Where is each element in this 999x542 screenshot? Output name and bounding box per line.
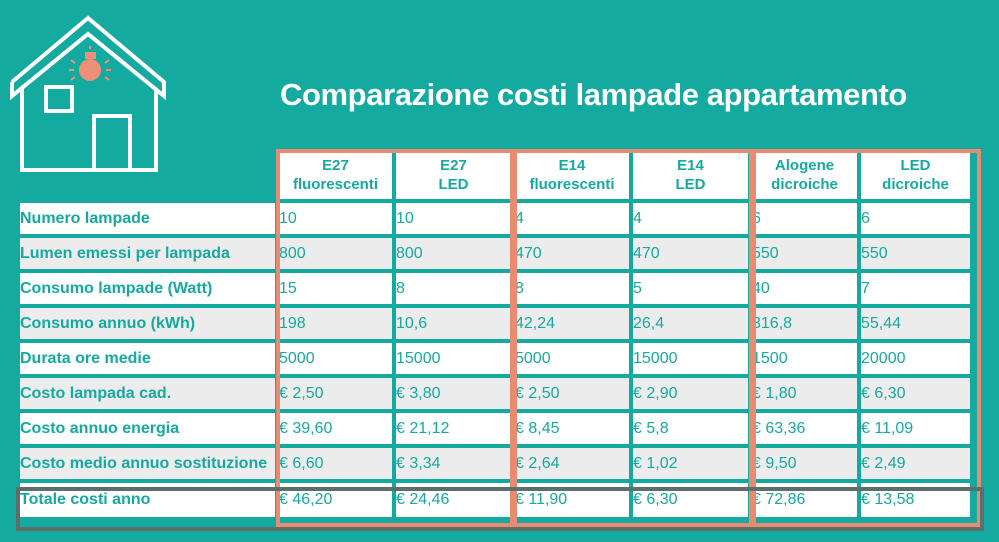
total-cell: € 46,20 bbox=[279, 483, 392, 517]
row-label: Consumo lampade (Watt) bbox=[20, 273, 275, 304]
total-label: Totale costi anno bbox=[20, 483, 275, 517]
table-cell: 800 bbox=[396, 238, 511, 269]
lightbulb-icon bbox=[69, 46, 111, 81]
table-cell: 26,4 bbox=[633, 308, 748, 339]
table-row: Costo medio annuo sostituzione € 6,60 € … bbox=[20, 448, 970, 479]
column-header-e27-led: E27 LED bbox=[396, 151, 511, 199]
table-cell: 7 bbox=[861, 273, 970, 304]
table-cell: 6 bbox=[861, 203, 970, 234]
table-cell: € 39,60 bbox=[279, 413, 392, 444]
total-cell: € 24,46 bbox=[396, 483, 511, 517]
table-cell: 15000 bbox=[396, 343, 511, 374]
row-label: Consumo annuo (kWh) bbox=[20, 308, 275, 339]
total-cell: € 72,86 bbox=[752, 483, 857, 517]
page-title: Comparazione costi lampade appartamento bbox=[280, 77, 907, 112]
table-cell: 6 bbox=[752, 203, 857, 234]
table-cell: 800 bbox=[279, 238, 392, 269]
row-label: Costo lampada cad. bbox=[20, 378, 275, 409]
table-cell: 550 bbox=[861, 238, 970, 269]
table-cell: 198 bbox=[279, 308, 392, 339]
comparison-table: E27 fluorescenti E27 LED E14 fluorescenti E… bbox=[16, 147, 974, 521]
table-cell: € 2,90 bbox=[633, 378, 748, 409]
table-row: Numero lampade 10 10 4 4 6 6 bbox=[20, 203, 970, 234]
table-cell: 10,6 bbox=[396, 308, 511, 339]
table-cell: € 6,30 bbox=[861, 378, 970, 409]
empty-corner bbox=[20, 151, 275, 199]
column-header-e14-fluorescenti: E14 fluorescenti bbox=[515, 151, 629, 199]
column-header-alogene-dicroiche: Alogene dicroiche bbox=[752, 151, 857, 199]
table-cell: € 2,49 bbox=[861, 448, 970, 479]
table-row: Consumo lampade (Watt) 15 8 8 5 40 7 bbox=[20, 273, 970, 304]
table-cell: 1500 bbox=[752, 343, 857, 374]
table-cell: 10 bbox=[396, 203, 511, 234]
table-cell: € 5,8 bbox=[633, 413, 748, 444]
column-header-led-dicroiche: LED dicroiche bbox=[861, 151, 970, 199]
table-cell: € 3,34 bbox=[396, 448, 511, 479]
table-cell: 470 bbox=[515, 238, 629, 269]
row-label: Costo annuo energia bbox=[20, 413, 275, 444]
table-row: Consumo annuo (kWh) 198 10,6 42,24 26,4 … bbox=[20, 308, 970, 339]
table-row: Durata ore medie 5000 15000 5000 15000 1… bbox=[20, 343, 970, 374]
table-cell: 42,24 bbox=[515, 308, 629, 339]
total-row: Totale costi anno € 46,20 € 24,46 € 11,9… bbox=[20, 483, 970, 517]
table-row: Lumen emessi per lampada 800 800 470 470… bbox=[20, 238, 970, 269]
total-cell: € 6,30 bbox=[633, 483, 748, 517]
column-header-e27-fluorescenti: E27 fluorescenti bbox=[279, 151, 392, 199]
table-cell: 55,44 bbox=[861, 308, 970, 339]
row-label: Lumen emessi per lampada bbox=[20, 238, 275, 269]
table-cell: 8 bbox=[396, 273, 511, 304]
table-cell: 15 bbox=[279, 273, 392, 304]
table-cell: € 2,64 bbox=[515, 448, 629, 479]
table-cell: 5000 bbox=[515, 343, 629, 374]
table-cell: € 9,50 bbox=[752, 448, 857, 479]
table-cell: € 6,60 bbox=[279, 448, 392, 479]
table-cell: 316,8 bbox=[752, 308, 857, 339]
house-with-lightbulb-icon bbox=[10, 15, 166, 172]
table-cell: € 1,80 bbox=[752, 378, 857, 409]
table-cell: 550 bbox=[752, 238, 857, 269]
table-cell: 15000 bbox=[633, 343, 748, 374]
table-cell: € 2,50 bbox=[279, 378, 392, 409]
column-header-row: E27 fluorescenti E27 LED E14 fluorescenti E… bbox=[20, 151, 970, 199]
table-cell: 470 bbox=[633, 238, 748, 269]
total-cell: € 13,58 bbox=[861, 483, 970, 517]
row-label: Durata ore medie bbox=[20, 343, 275, 374]
table-cell: 10 bbox=[279, 203, 392, 234]
table-cell: € 2,50 bbox=[515, 378, 629, 409]
table-row: Costo lampada cad. € 2,50 € 3,80 € 2,50 … bbox=[20, 378, 970, 409]
table-cell: € 3,80 bbox=[396, 378, 511, 409]
table-cell: € 1,02 bbox=[633, 448, 748, 479]
table-cell: 5 bbox=[633, 273, 748, 304]
total-cell: € 11,90 bbox=[515, 483, 629, 517]
row-label: Numero lampade bbox=[20, 203, 275, 234]
column-header-e14-led: E14 LED bbox=[633, 151, 748, 199]
table-cell: 8 bbox=[515, 273, 629, 304]
table-cell: 40 bbox=[752, 273, 857, 304]
table-cell: 4 bbox=[633, 203, 748, 234]
table-cell: 5000 bbox=[279, 343, 392, 374]
table-cell: 4 bbox=[515, 203, 629, 234]
table-cell: € 63,36 bbox=[752, 413, 857, 444]
table-cell: 20000 bbox=[861, 343, 970, 374]
table-cell: € 21,12 bbox=[396, 413, 511, 444]
row-label: Costo medio annuo sostituzione bbox=[20, 448, 275, 479]
table-row: Costo annuo energia € 39,60 € 21,12 € 8,… bbox=[20, 413, 970, 444]
table-cell: € 8,45 bbox=[515, 413, 629, 444]
table-cell: € 11,09 bbox=[861, 413, 970, 444]
